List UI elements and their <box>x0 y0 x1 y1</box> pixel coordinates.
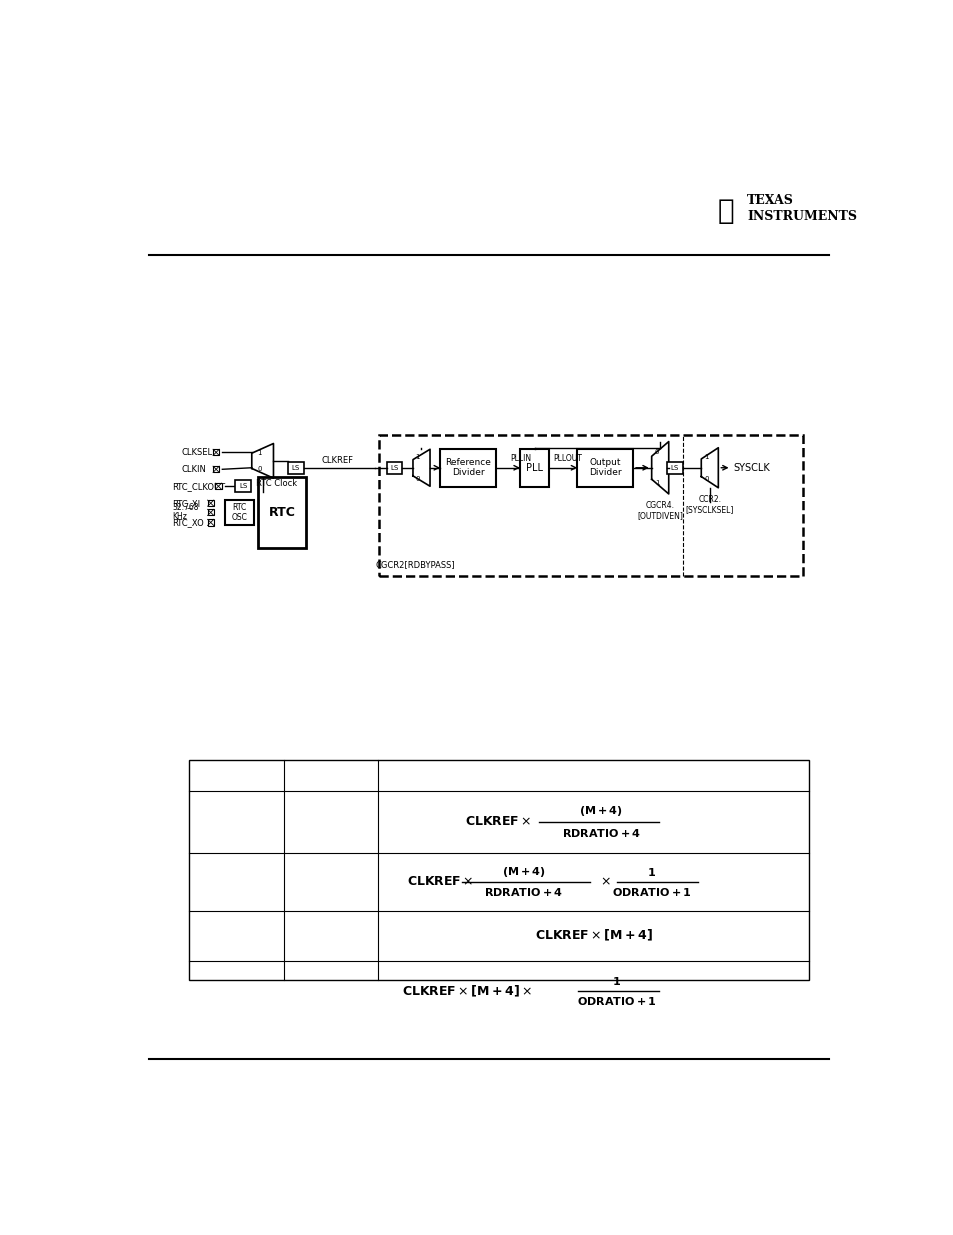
Bar <box>208 520 213 526</box>
Text: CGCR2[RDBYPASS]: CGCR2[RDBYPASS] <box>375 561 455 569</box>
Bar <box>208 500 213 506</box>
Text: KHz: KHz <box>172 511 187 521</box>
Text: $\mathbf{(M + 4)}$: $\mathbf{(M + 4)}$ <box>578 804 622 818</box>
Text: RTC Clock: RTC Clock <box>255 479 296 488</box>
Text: CLKSEL: CLKSEL <box>181 448 213 457</box>
Bar <box>378 436 802 576</box>
Bar <box>439 448 496 487</box>
Text: 0: 0 <box>415 475 419 482</box>
Text: CCR2.
[SYSCLKSEL]: CCR2. [SYSCLKSEL] <box>685 495 733 515</box>
Bar <box>386 462 402 474</box>
Text: PLLOUT: PLLOUT <box>553 454 581 463</box>
Bar <box>666 462 682 474</box>
Bar <box>215 483 221 489</box>
Text: SYSCLK: SYSCLK <box>733 463 770 473</box>
Bar <box>213 450 219 456</box>
Text: LS: LS <box>239 483 247 489</box>
Text: $\mathbf{1}$: $\mathbf{1}$ <box>646 866 656 878</box>
Text: $\mathbf{CLKREF} \times \mathbf{[M + 4]}$: $\mathbf{CLKREF} \times \mathbf{[M + 4]}… <box>534 927 652 944</box>
Text: RTC: RTC <box>269 506 295 519</box>
Text: $\mathbf{RDRATIO + 4}$: $\mathbf{RDRATIO + 4}$ <box>484 885 563 898</box>
Bar <box>208 509 213 515</box>
Text: CGCR4.
[OUTDIVEN]: CGCR4. [OUTDIVEN] <box>637 501 682 521</box>
Text: $\times$: $\times$ <box>599 876 610 888</box>
Text: RTC_XO: RTC_XO <box>172 517 204 527</box>
Text: $\mathbf{ODRATIO + 1}$: $\mathbf{ODRATIO + 1}$ <box>611 885 691 898</box>
Text: $\mathbf{ODRATIO + 1}$: $\mathbf{ODRATIO + 1}$ <box>577 995 656 1008</box>
Bar <box>224 500 253 525</box>
Bar <box>213 466 219 472</box>
Text: $\mathbf{CLKREF} \times$: $\mathbf{CLKREF} \times$ <box>406 876 473 888</box>
Text: 0: 0 <box>257 466 261 472</box>
Bar <box>519 448 549 487</box>
Text: $\mathbf{CLKREF} \times$: $\mathbf{CLKREF} \times$ <box>464 815 531 829</box>
Text: LS: LS <box>670 464 679 471</box>
Text: $\mathbf{1}$: $\mathbf{1}$ <box>612 976 620 987</box>
Bar <box>288 462 303 474</box>
Bar <box>257 477 306 548</box>
Text: $\mathbf{CLKREF} \times \mathbf{[M + 4]} \times$: $\mathbf{CLKREF} \times \mathbf{[M + 4]}… <box>401 984 531 999</box>
Bar <box>189 761 808 979</box>
Text: 1: 1 <box>415 454 419 459</box>
Text: TEXAS
INSTRUMENTS: TEXAS INSTRUMENTS <box>746 194 856 224</box>
Text: 32.768: 32.768 <box>172 504 198 513</box>
Text: Output
Divider: Output Divider <box>588 458 620 478</box>
Text: PLL: PLL <box>526 463 542 473</box>
Text: PLLIN: PLLIN <box>510 454 531 463</box>
Text: LS: LS <box>292 464 300 471</box>
Text: 1: 1 <box>257 450 261 456</box>
Text: RTC
OSC: RTC OSC <box>232 503 247 522</box>
Text: 1: 1 <box>654 480 659 487</box>
Text: RTC_CLKOUT: RTC_CLKOUT <box>172 482 225 490</box>
Text: 0: 0 <box>654 450 659 456</box>
Bar <box>577 448 633 487</box>
Text: LS: LS <box>390 464 398 471</box>
Text: $\mathbf{(M + 4)}$: $\mathbf{(M + 4)}$ <box>501 864 545 878</box>
Text: $\mathbf{RDRATIO + 4}$: $\mathbf{RDRATIO + 4}$ <box>561 826 640 839</box>
Text: Reference
Divider: Reference Divider <box>445 458 491 478</box>
Text: 0: 0 <box>703 475 708 482</box>
Text: CLKREF: CLKREF <box>321 456 354 464</box>
Text: CLKIN: CLKIN <box>181 464 206 474</box>
Text: ꒰: ꒰ <box>717 196 734 225</box>
Text: RTC_XI: RTC_XI <box>172 499 200 508</box>
Text: 1: 1 <box>703 454 708 459</box>
Bar <box>235 480 251 493</box>
